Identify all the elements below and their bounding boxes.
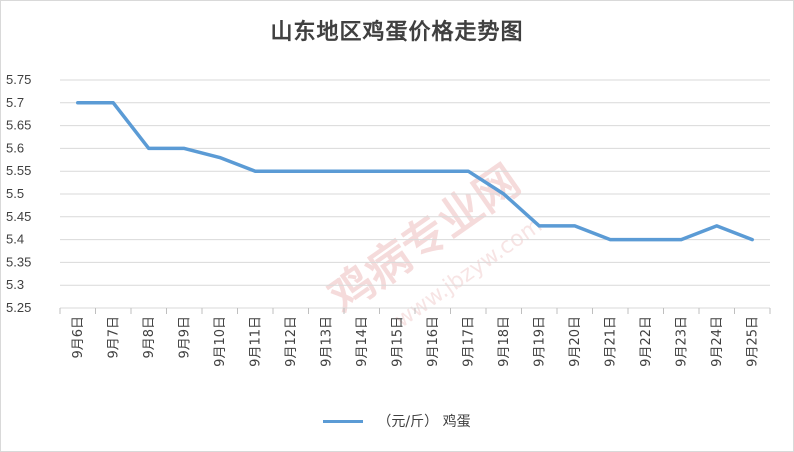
x-tick-label: 9月10日: [213, 316, 228, 367]
y-tick-label: 5.65: [6, 118, 31, 133]
y-tick-label: 5.35: [6, 254, 31, 269]
y-tick-label: 5.3: [6, 277, 24, 292]
x-tick-label: 9月18日: [497, 316, 512, 367]
x-tick-label: 9月20日: [568, 316, 583, 367]
x-tick-label: 9月15日: [390, 316, 405, 367]
legend-swatch: [323, 419, 364, 423]
y-tick-label: 5.25: [6, 300, 31, 315]
x-tick-label: 9月17日: [461, 316, 476, 367]
y-tick-label: 5.7: [6, 95, 24, 110]
x-tick-label: 9月23日: [674, 316, 689, 367]
x-tick-label: 9月22日: [639, 316, 654, 367]
x-tick-label: 9月16日: [426, 316, 441, 367]
legend-label: （元/斤） 鸡蛋: [377, 414, 471, 430]
series-line: [76, 101, 754, 242]
x-tick-label: 9月8日: [142, 316, 157, 359]
chart-title: 山东地区鸡蛋价格走势图: [270, 19, 524, 45]
x-tick-label: 9月6日: [71, 316, 86, 359]
x-tick-label: 9月13日: [319, 316, 334, 367]
y-tick-label: 5.4: [6, 232, 24, 247]
x-tick-label: 9月21日: [603, 316, 618, 367]
y-tick-label: 5.5: [6, 186, 24, 201]
x-tick-label: 9月19日: [532, 316, 547, 367]
x-tick-label: 9月9日: [177, 316, 192, 359]
y-tick-label: 5.75: [6, 72, 31, 87]
x-tick-label: 9月12日: [284, 316, 299, 367]
x-tick-label: 9月25日: [745, 316, 760, 367]
x-tick-label: 9月7日: [106, 316, 121, 359]
y-tick-label: 5.6: [6, 140, 24, 155]
y-tick-label: 5.55: [6, 163, 31, 178]
y-tick-label: 5.45: [6, 209, 31, 224]
legend: （元/斤） 鸡蛋: [0, 410, 794, 432]
x-tick-label: 9月14日: [355, 316, 370, 367]
x-tick-label: 9月11日: [248, 316, 263, 367]
x-tick-label: 9月24日: [710, 316, 725, 367]
